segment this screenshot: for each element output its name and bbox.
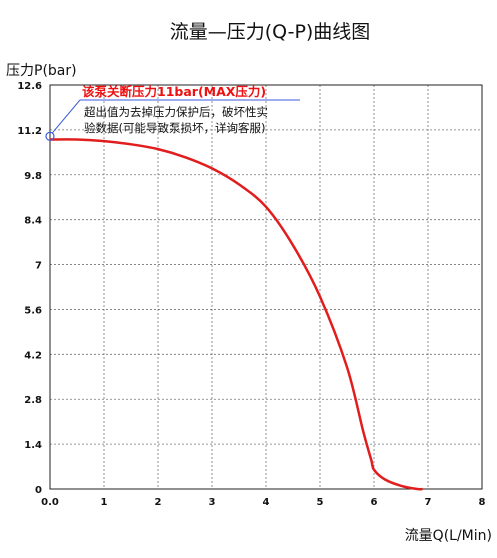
max-pressure-label: 该泵关断压力11bar(MAX压力) bbox=[82, 84, 266, 99]
x-tick-label: 1 bbox=[101, 497, 108, 508]
plot-frame bbox=[49, 84, 483, 490]
annotation-note-line2: 验数据(可能导致泵损坏，详询客服) bbox=[84, 121, 265, 135]
x-tick-label: 3 bbox=[209, 497, 216, 508]
series-line bbox=[49, 138, 423, 491]
annotation-note-line1: 超出值为去掉压力保护后，破坏性实 bbox=[84, 105, 268, 119]
x-tick-label: 8 bbox=[479, 497, 486, 508]
y-tick-label: 9.8 bbox=[24, 171, 42, 182]
y-tick-labels: 0 1.4 2.8 4.2 5.6 7 8.4 9.8 11.2 12.6 bbox=[17, 81, 42, 496]
x-tick-label: 6 bbox=[371, 497, 378, 508]
y-tick-label: 7 bbox=[35, 261, 42, 272]
grid bbox=[50, 85, 482, 489]
x-tick-labels: 0.0 1 2 3 4 5 6 7 8 bbox=[41, 497, 485, 508]
annotation-leader-line bbox=[51, 99, 81, 134]
y-tick-label: 2.8 bbox=[24, 395, 42, 406]
x-tick-label: 5 bbox=[317, 497, 324, 508]
y-tick-label: 4.2 bbox=[24, 350, 42, 361]
x-tick-label: 0.0 bbox=[41, 497, 59, 508]
y-axis-title: 压力P(bar) bbox=[6, 63, 77, 79]
y-tick-label: 1.4 bbox=[24, 440, 42, 451]
y-tick-label: 11.2 bbox=[17, 126, 42, 137]
x-tick-label: 4 bbox=[263, 497, 270, 508]
y-tick-label: 5.6 bbox=[24, 305, 42, 316]
max-pressure-marker bbox=[45, 131, 55, 141]
y-tick-label: 8.4 bbox=[24, 216, 42, 227]
y-tick-label: 0 bbox=[35, 485, 42, 496]
y-tick-label: 12.6 bbox=[17, 81, 42, 92]
x-tick-label: 7 bbox=[425, 497, 432, 508]
x-tick-label: 2 bbox=[155, 497, 162, 508]
x-axis-title: 流量Q(L/Min) bbox=[405, 528, 492, 544]
chart-title: 流量—压力(Q-P)曲线图 bbox=[170, 21, 371, 43]
